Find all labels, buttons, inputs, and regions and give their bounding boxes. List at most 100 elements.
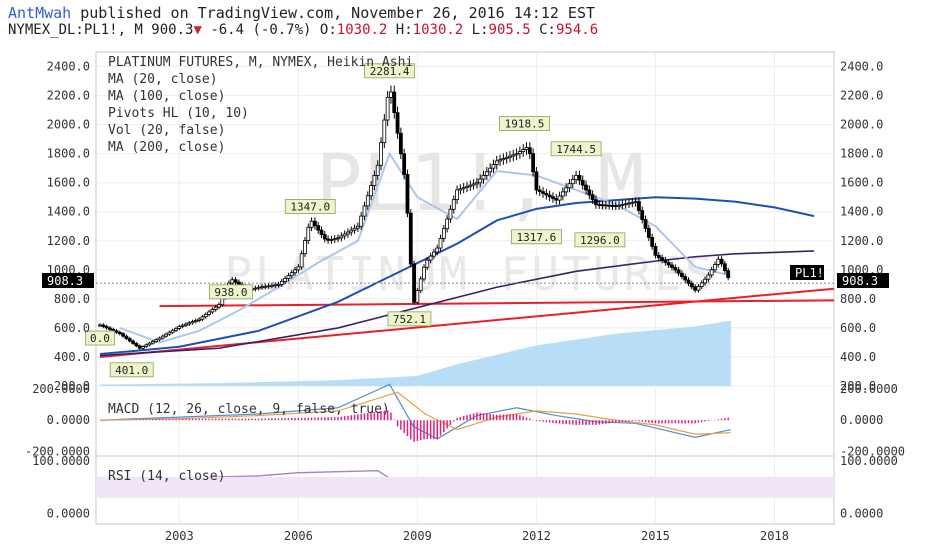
candle-body <box>676 269 681 274</box>
candle-body <box>111 328 116 332</box>
candle-body <box>193 320 198 323</box>
pivot-label-box <box>499 116 550 131</box>
candle-body <box>385 96 390 121</box>
candle-body <box>167 331 172 335</box>
y-tick-label-right: 2400.0 <box>840 60 883 74</box>
x-tick-label: 2009 <box>403 529 432 543</box>
candle-body <box>266 285 271 288</box>
candle-body <box>640 210 645 220</box>
candle-body <box>670 264 674 268</box>
candle-body <box>352 227 357 231</box>
pivot-label-box <box>109 362 154 378</box>
candle-body <box>339 235 344 239</box>
candle-body <box>355 225 360 229</box>
candle-body <box>713 264 717 271</box>
macd-signal-line <box>99 391 731 435</box>
right-price-tag-text: 908.3 <box>842 274 878 288</box>
x-tick-label: 2018 <box>760 529 789 543</box>
candle-body <box>382 119 387 144</box>
legend-title: PLATINUM FUTURES, M, NYMEX, Heikin Ashi <box>108 55 413 70</box>
y-tick-label-left: 2000.0 <box>47 118 90 132</box>
macd-tick-left: 0.0000 <box>47 413 90 427</box>
candle-body <box>686 279 691 284</box>
candle-body <box>230 279 235 284</box>
y-tick-label-right: 1600.0 <box>840 176 883 190</box>
candle-body <box>332 238 337 241</box>
candle-body <box>283 278 288 282</box>
candle-body <box>693 286 698 291</box>
pivot-label: 1744.5 <box>556 143 596 156</box>
pivot-label-box <box>284 199 336 214</box>
candle-body <box>213 306 218 310</box>
candle-body <box>673 267 678 271</box>
candle-body <box>544 192 549 196</box>
y-tick-label-left: 600.0 <box>54 321 90 335</box>
candle-body <box>428 255 433 261</box>
candle-body <box>666 262 671 266</box>
candle-body <box>488 167 493 173</box>
candle-body <box>465 185 469 188</box>
candle-body <box>719 258 724 265</box>
candle-body <box>643 219 648 229</box>
candle-body <box>286 275 291 279</box>
candle-body <box>217 304 221 308</box>
candle-body <box>603 204 608 207</box>
pivot-label: 1317.6 <box>517 231 557 244</box>
candle-body <box>511 154 516 157</box>
candle-body <box>709 269 714 276</box>
pivot-label: 1347.0 <box>290 200 330 213</box>
candle-body <box>455 189 459 201</box>
candle-body <box>329 239 334 241</box>
candle-body <box>560 191 565 197</box>
candle-body <box>494 160 499 165</box>
rsi-band <box>96 476 834 498</box>
candle-body <box>425 259 430 268</box>
candle-body <box>501 158 506 161</box>
candle-body <box>121 333 126 337</box>
candle-body <box>722 263 727 272</box>
candle-body <box>164 333 168 337</box>
candle-body <box>408 212 413 265</box>
candle-body <box>448 208 453 220</box>
candle-body <box>309 220 314 228</box>
low-value: 905.5 <box>488 22 531 38</box>
candle-body <box>458 188 463 191</box>
candle-body <box>653 245 658 256</box>
published-text: published on TradingView.com, November 2… <box>71 4 596 22</box>
macd-tick-right: -200.0000 <box>840 444 905 458</box>
candle-body <box>478 178 483 184</box>
candle-body <box>299 253 304 268</box>
candle-body <box>134 343 139 347</box>
rsi-tick-right: 0.0000 <box>840 507 883 521</box>
x-tick-label: 2003 <box>165 529 194 543</box>
pivot-label-box <box>364 63 416 79</box>
y-tick-label-right: 400.0 <box>840 350 876 364</box>
y-tick-label-left: 1200.0 <box>47 234 90 248</box>
trendline <box>99 287 835 358</box>
pivot-label: 752.1 <box>393 313 426 326</box>
y-tick-label-left: 800.0 <box>54 292 90 306</box>
candle-body <box>316 225 321 231</box>
open-label: O: <box>319 22 337 38</box>
candle-body <box>594 199 598 205</box>
candle-body <box>689 282 694 288</box>
left-price-tag-text: 908.3 <box>47 274 83 288</box>
candle-body <box>481 175 486 180</box>
candle-body <box>491 164 496 169</box>
y-tick-label-right: 1400.0 <box>840 205 883 219</box>
candle-body <box>319 229 324 235</box>
y-tick-label-right: 200.0 <box>840 379 876 393</box>
candle-body <box>633 201 638 203</box>
candle-body <box>392 91 397 114</box>
close-label: C: <box>539 22 556 38</box>
high-value: 1030.2 <box>412 22 464 38</box>
author-link[interactable]: AntMwah <box>8 4 72 22</box>
low-label: L: <box>471 22 489 38</box>
candle-body <box>127 338 132 342</box>
candle-body <box>207 311 211 315</box>
pivot-label: 2281.4 <box>370 65 410 78</box>
y-tick-label-right: 2000.0 <box>840 118 883 132</box>
candle-body <box>584 184 588 191</box>
pivot-label: 401.0 <box>115 364 148 377</box>
